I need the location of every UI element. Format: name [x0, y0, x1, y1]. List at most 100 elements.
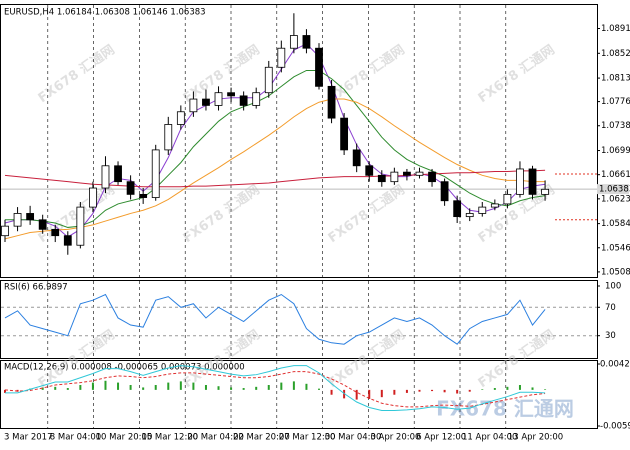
y-tick-label: 1.06990 [601, 146, 630, 156]
macd-histogram-bar [192, 382, 195, 390]
candle-body [202, 98, 210, 106]
x-tick-label: 3 Mar 2017 [4, 433, 52, 443]
macd-title: MACD(12,26,9) 0.000008 -0.000065 0.00007… [4, 363, 245, 373]
macd-panel [0, 360, 598, 429]
macd-histogram-bar [179, 381, 182, 390]
candle-body [403, 171, 411, 176]
macd-histogram-bar [380, 389, 383, 398]
y-tick-label: 1.06230 [601, 194, 630, 204]
macd-histogram-bar [431, 389, 434, 392]
macd-histogram-bar [255, 386, 258, 390]
symbol-header: EURUSD,H4 1.06184 1.06308 1.06146 1.0638… [4, 8, 206, 18]
current-price-label: 1.06383 [599, 185, 630, 195]
macd-histogram-bar [280, 382, 283, 390]
macd-histogram-bar [405, 389, 408, 393]
candle-body [189, 98, 198, 113]
candle-body [516, 168, 524, 195]
candle-body [352, 149, 361, 167]
macd-histogram-bar [217, 386, 220, 390]
candle-body [541, 188, 549, 195]
candle-body [302, 35, 311, 49]
candle-body [38, 219, 47, 230]
macd-histogram-bar [368, 389, 371, 399]
macd-histogram-bar [91, 382, 94, 390]
moving-average [4, 43, 546, 238]
x-tick-label: 30 Mar 04:00 [325, 433, 382, 443]
y-tick-label: 1.07760 [601, 97, 630, 107]
x-tick-label: 3 Apr 20:00 [370, 433, 420, 443]
rsi-title: RSI(6) 66.9897 [4, 283, 68, 293]
macd-histogram-bar [468, 389, 471, 392]
candle-body [315, 47, 323, 87]
candle-body [377, 174, 386, 183]
candle-body [1, 225, 9, 237]
macd-histogram-bar [544, 389, 547, 390]
moving-average [5, 69, 546, 228]
y-tick-label: 1.05080 [601, 267, 630, 277]
y-tick-label: 1.08520 [601, 49, 630, 59]
candle-body [76, 206, 85, 246]
candle-body [528, 168, 537, 195]
x-tick-label: 15 Mar 12:00 [141, 433, 198, 443]
x-tick-label: 11 Apr 04:00 [462, 433, 517, 443]
candle-body [390, 171, 399, 183]
candle-body [139, 193, 148, 198]
macd-histogram-bar [343, 389, 346, 399]
y-tick-label: 1.05460 [601, 243, 630, 253]
macd-histogram-bar [242, 388, 245, 390]
macd-histogram-bar [129, 385, 132, 390]
macd-histogram-bar [531, 387, 534, 390]
candle-body [289, 35, 298, 49]
macd-histogram-bar [167, 382, 170, 390]
candle-body [63, 235, 72, 246]
candle-body [340, 117, 349, 151]
macd-histogram-bar [443, 389, 446, 393]
candle-body [89, 187, 97, 208]
candle-body [26, 213, 35, 221]
x-tick-label: 20 Mar 04:00 [187, 433, 244, 443]
moving-average [4, 169, 546, 188]
candle-body [126, 181, 135, 195]
candle-body [478, 206, 487, 214]
candle-body [227, 92, 235, 97]
macd-histogram-bar [204, 385, 207, 390]
candle-body [365, 165, 374, 176]
candle-body [428, 171, 436, 183]
candle-body [164, 124, 173, 151]
candle-body [13, 213, 22, 227]
macd-histogram-bar [104, 380, 107, 390]
y-tick-label: 1.07380 [601, 121, 630, 131]
x-tick-label: 10 Mar 20:00 [96, 433, 153, 443]
main-panel [0, 4, 598, 278]
macd-signal-line [4, 371, 546, 408]
macd-histogram-bar [154, 385, 157, 390]
macd-histogram-bar [267, 385, 270, 390]
x-tick-label: 13 Apr 20:00 [508, 433, 563, 443]
macd-histogram-bar [292, 381, 295, 390]
candle-body [490, 203, 499, 208]
candle-body [239, 95, 248, 106]
macd-histogram-bar [355, 389, 358, 400]
macd-histogram-bar [318, 388, 320, 390]
macd-histogram-bar [330, 389, 333, 395]
moving-average [4, 98, 546, 240]
macd-histogram-bar [66, 388, 69, 390]
macd-histogram-bar [493, 388, 496, 390]
candle-body [176, 111, 185, 125]
macd-histogram-bar [305, 383, 308, 390]
candle-body [327, 85, 336, 119]
candle-body [214, 92, 223, 106]
rsi-panel [0, 280, 598, 359]
macd-histogram-bar [456, 389, 459, 394]
candle-body [453, 200, 462, 218]
macd-line [5, 365, 546, 412]
candle-body [101, 165, 110, 189]
candle-body [51, 228, 60, 237]
candle-body [465, 213, 474, 218]
rsi-line [4, 293, 546, 345]
candle-body [415, 171, 424, 176]
macd-histogram-bar [230, 387, 233, 390]
candle-body [252, 92, 261, 106]
